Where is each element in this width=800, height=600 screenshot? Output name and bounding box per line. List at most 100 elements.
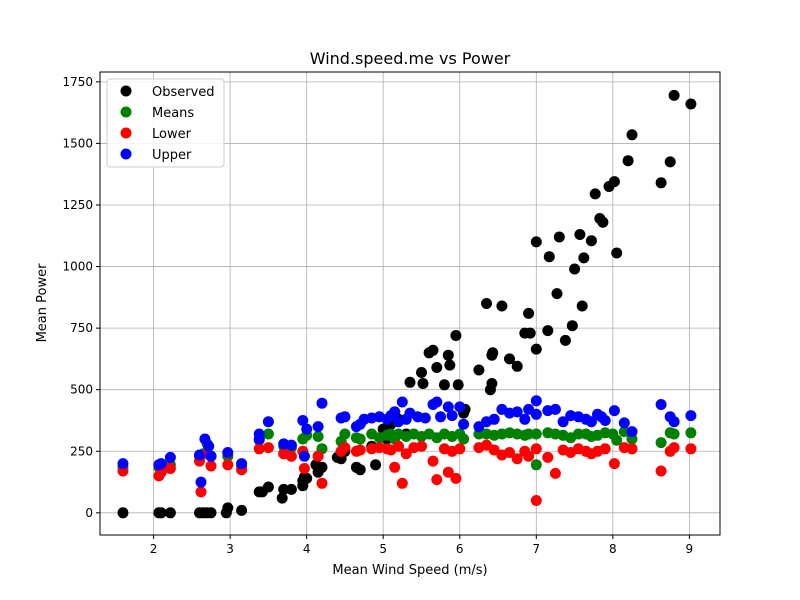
x-tick-label: 4 [303,542,311,556]
point-lower [542,451,554,463]
point-upper [222,447,234,458]
y-tick-label: 1750 [62,75,93,89]
legend-label-means: Means [152,106,194,121]
legend-box [106,78,225,168]
point-lower [205,460,217,472]
x-tick-label: 8 [609,542,617,556]
y-tick-label: 500 [70,383,93,397]
point-observed [511,360,523,372]
point-upper [155,458,167,470]
point-observed [530,236,542,248]
y-tick-label: 1000 [62,260,93,274]
point-observed [559,334,571,346]
x-tick-label: 6 [456,542,464,556]
point-observed [316,461,328,473]
point-lower [354,444,366,456]
series-upper [117,395,697,488]
point-observed [301,472,313,484]
point-upper [117,458,129,470]
point-observed [553,231,565,243]
point-observed [205,507,217,519]
point-observed [442,349,454,361]
point-upper [396,396,408,408]
point-observed [473,364,485,376]
point-upper [626,426,638,438]
legend-marker-lower [120,127,132,139]
point-lower [431,474,443,486]
point-upper [585,416,597,428]
point-observed [486,378,498,389]
point-observed [589,188,601,200]
point-upper [297,415,309,426]
point-observed [543,251,555,263]
point-observed [655,177,667,189]
point-observed [417,378,429,389]
point-lower [511,453,523,465]
point-lower [316,477,328,489]
point-lower [400,448,412,460]
point-lower [655,465,667,477]
point-lower [164,463,176,474]
point-observed [524,327,536,339]
point-observed [262,481,274,493]
point-observed [530,343,542,355]
legend-marker-means [120,106,132,118]
point-upper [442,401,454,413]
point-observed [438,379,450,391]
point-upper [298,450,310,462]
point-means [655,437,667,449]
gridlines [100,72,720,535]
point-means [611,434,623,446]
point-upper [316,397,328,409]
point-means [572,428,584,440]
point-observed [626,129,638,141]
legend-label-observed: Observed [152,85,215,100]
point-lower [523,450,535,462]
x-axis-label: Mean Wind Speed (m/s) [332,563,487,578]
point-observed [354,464,366,476]
legend: Observed Means Lower Upper [106,78,225,168]
point-lower [312,450,324,462]
legend-label-lower: Lower [152,127,192,142]
point-upper [618,417,630,429]
point-upper [435,411,447,423]
point-observed [608,176,620,188]
point-lower [416,440,427,452]
y-tick-label: 1500 [62,136,93,150]
legend-label-upper: Upper [152,148,192,163]
point-lower [530,495,542,506]
point-upper [655,399,667,410]
point-upper [312,421,324,433]
point-lower [504,447,515,458]
point-observed [285,483,297,495]
point-observed [427,344,439,356]
point-observed [450,330,462,341]
point-observed [496,300,508,312]
point-lower [339,442,351,454]
point-upper [203,440,215,452]
point-lower [450,472,462,484]
point-means [530,428,542,440]
y-tick-label: 1250 [62,198,93,212]
point-observed [164,507,176,519]
point-lower [599,443,611,455]
point-upper [389,406,401,418]
y-tick-label: 250 [70,444,93,458]
point-upper [205,450,217,462]
point-observed [452,379,464,391]
point-upper [454,401,466,413]
point-upper [253,433,265,445]
point-upper [599,415,611,426]
legend-marker-observed [120,85,132,97]
point-lower [668,442,680,454]
point-upper [458,418,470,430]
point-lower [442,466,454,478]
point-observed [578,252,590,264]
point-observed [574,229,586,240]
point-observed [222,502,234,514]
point-observed [668,89,680,101]
point-upper [194,449,205,461]
point-lower [685,443,697,455]
x-tick-label: 2 [150,542,158,556]
